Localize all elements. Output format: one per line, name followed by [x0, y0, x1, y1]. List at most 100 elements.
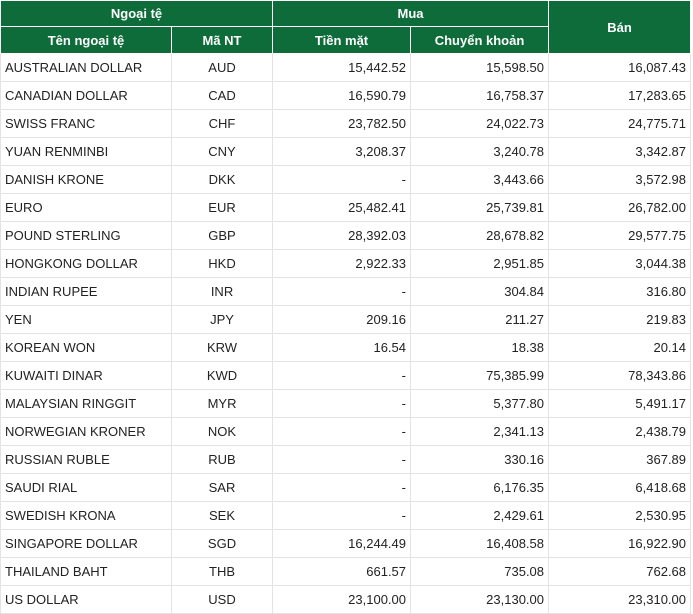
currency-code-cell: SGD [170, 529, 274, 558]
buy-cash-cell: 16,244.49 [272, 529, 412, 558]
table-row: SINGAPORE DOLLAR SGD 16,244.49 16,408.58 16,… [0, 529, 692, 558]
sell-cell: 2,438.79 [548, 417, 692, 446]
currency-code-cell: GBP [170, 221, 274, 250]
currency-name-cell: RUSSIAN RUBLE [0, 445, 172, 474]
buy-cash-cell: 16,590.79 [272, 81, 412, 110]
buy-cash-cell: 2,922.33 [272, 249, 412, 278]
header-buy-cash: Tiền mặt [272, 26, 412, 54]
sell-cell: 3,572.98 [548, 165, 692, 194]
buy-cash-cell: - [272, 361, 412, 390]
buy-cash-cell: 16.54 [272, 333, 412, 362]
currency-code-cell: MYR [170, 389, 274, 418]
buy-transfer-cell: 5,377.80 [410, 389, 550, 418]
currency-code-cell: CAD [170, 81, 274, 110]
buy-transfer-cell: 24,022.73 [410, 109, 550, 138]
currency-code-cell: AUD [170, 53, 274, 82]
sell-cell: 16,087.43 [548, 53, 692, 82]
sell-cell: 24,775.71 [548, 109, 692, 138]
table-row: YUAN RENMINBI CNY 3,208.37 3,240.78 3,342.87 [0, 137, 692, 166]
sell-cell: 20.14 [548, 333, 692, 362]
buy-transfer-cell: 3,443.66 [410, 165, 550, 194]
currency-name-cell: YUAN RENMINBI [0, 137, 172, 166]
buy-cash-cell: 23,100.00 [272, 585, 412, 614]
sell-cell: 316.80 [548, 277, 692, 306]
header-row-group: Ngoại tệ Mua Bán [0, 0, 692, 54]
currency-code-cell: USD [170, 585, 274, 614]
currency-code-cell: KRW [170, 333, 274, 362]
rate-rows: AUSTRALIAN DOLLAR AUD 15,442.52 15,598.50 16… [0, 53, 692, 614]
table-row: SAUDI RIAL SAR -6,176.35 6,418.68 [0, 473, 692, 502]
buy-transfer-cell: 25,739.81 [410, 193, 550, 222]
currency-code-cell: NOK [170, 417, 274, 446]
currency-code-cell: INR [170, 277, 274, 306]
currency-code-cell: JPY [170, 305, 274, 334]
buy-transfer-cell: 3,240.78 [410, 137, 550, 166]
currency-name-cell: SAUDI RIAL [0, 473, 172, 502]
currency-name-cell: KOREAN WON [0, 333, 172, 362]
sell-cell: 26,782.00 [548, 193, 692, 222]
table-row: RUSSIAN RUBLE RUB -330.16 367.89 [0, 445, 692, 474]
buy-transfer-cell: 6,176.35 [410, 473, 550, 502]
header-currency-group: Ngoại tệ [0, 0, 274, 27]
sell-cell: 762.68 [548, 557, 692, 586]
table-row: HONGKONG DOLLAR HKD 2,922.33 2,951.85 3,044.… [0, 249, 692, 278]
currency-code-cell: HKD [170, 249, 274, 278]
buy-cash-cell: 23,782.50 [272, 109, 412, 138]
table-row: POUND STERLING GBP 28,392.03 28,678.82 29,57… [0, 221, 692, 250]
sell-cell: 2,530.95 [548, 501, 692, 530]
currency-name-cell: HONGKONG DOLLAR [0, 249, 172, 278]
sell-cell: 78,343.86 [548, 361, 692, 390]
currency-name-cell: EURO [0, 193, 172, 222]
sell-cell: 23,310.00 [548, 585, 692, 614]
currency-name-cell: NORWEGIAN KRONER [0, 417, 172, 446]
header-row-columns: Tên ngoại tệ Mã NT Tiền mặt Chuyển khoản [0, 26, 691, 54]
currency-code-cell: CNY [170, 137, 274, 166]
buy-transfer-cell: 28,678.82 [410, 221, 550, 250]
table-row: INDIAN RUPEE INR -304.84 316.80 [0, 277, 692, 306]
buy-transfer-cell: 211.27 [410, 305, 550, 334]
buy-cash-cell: - [272, 501, 412, 530]
currency-code-cell: THB [170, 557, 274, 586]
currency-name-cell: US DOLLAR [0, 585, 172, 614]
currency-code-cell: SEK [170, 501, 274, 530]
currency-name-cell: MALAYSIAN RINGGIT [0, 389, 172, 418]
currency-code-cell: SAR [170, 473, 274, 502]
buy-transfer-cell: 15,598.50 [410, 53, 550, 82]
buy-transfer-cell: 75,385.99 [410, 361, 550, 390]
sell-cell: 17,283.65 [548, 81, 692, 110]
currency-name-cell: DANISH KRONE [0, 165, 172, 194]
currency-name-cell: SINGAPORE DOLLAR [0, 529, 172, 558]
sell-cell: 16,922.90 [548, 529, 692, 558]
buy-cash-cell: - [272, 417, 412, 446]
buy-transfer-cell: 18.38 [410, 333, 550, 362]
currency-name-cell: SWEDISH KRONA [0, 501, 172, 530]
buy-transfer-cell: 2,341.13 [410, 417, 550, 446]
buy-cash-cell: 661.57 [272, 557, 412, 586]
buy-transfer-cell: 16,758.37 [410, 81, 550, 110]
currency-name-cell: CANADIAN DOLLAR [0, 81, 172, 110]
table-row: EURO EUR 25,482.41 25,739.81 26,782.00 [0, 193, 692, 222]
currency-code-cell: EUR [170, 193, 274, 222]
header-buy-group: Mua [272, 0, 550, 27]
sell-cell: 219.83 [548, 305, 692, 334]
buy-transfer-cell: 23,130.00 [410, 585, 550, 614]
currency-name-cell: AUSTRALIAN DOLLAR [0, 53, 172, 82]
header-currency-name: Tên ngoại tệ [0, 26, 172, 54]
table-row: KUWAITI DINAR KWD -75,385.99 78,343.86 [0, 361, 692, 390]
sell-cell: 367.89 [548, 445, 692, 474]
buy-cash-cell: - [272, 389, 412, 418]
currency-name-cell: KUWAITI DINAR [0, 361, 172, 390]
table-row: MALAYSIAN RINGGIT MYR -5,377.80 5,491.17 [0, 389, 692, 418]
buy-cash-cell: - [272, 473, 412, 502]
table-row: US DOLLAR USD 23,100.00 23,130.00 23,310.00 [0, 585, 692, 614]
buy-transfer-cell: 16,408.58 [410, 529, 550, 558]
table-row: SWEDISH KRONA SEK -2,429.61 2,530.95 [0, 501, 692, 530]
sell-cell: 3,044.38 [548, 249, 692, 278]
sell-cell: 6,418.68 [548, 473, 692, 502]
header-currency-code: Mã NT [170, 26, 274, 54]
currency-name-cell: POUND STERLING [0, 221, 172, 250]
sell-cell: 29,577.75 [548, 221, 692, 250]
buy-transfer-cell: 304.84 [410, 277, 550, 306]
buy-cash-cell: 28,392.03 [272, 221, 412, 250]
